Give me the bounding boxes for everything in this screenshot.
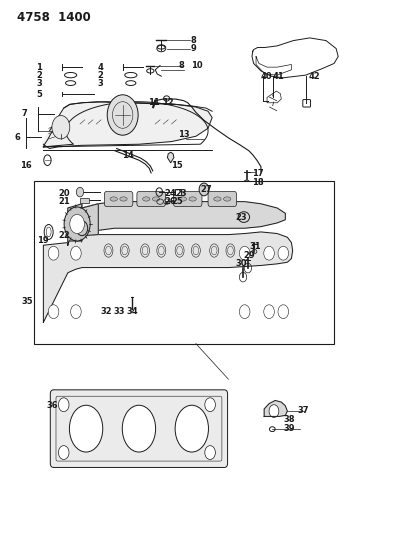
Ellipse shape xyxy=(238,212,250,222)
Text: 19: 19 xyxy=(37,237,49,246)
Circle shape xyxy=(58,446,69,459)
Circle shape xyxy=(205,398,215,411)
Text: 2: 2 xyxy=(36,70,42,79)
Text: 25: 25 xyxy=(171,197,183,206)
Text: 42: 42 xyxy=(309,71,321,80)
Ellipse shape xyxy=(179,197,186,201)
FancyBboxPatch shape xyxy=(104,191,133,206)
Text: 40: 40 xyxy=(261,71,273,80)
Text: 14: 14 xyxy=(122,151,133,160)
Text: 6: 6 xyxy=(15,133,21,142)
Circle shape xyxy=(199,183,209,196)
Polygon shape xyxy=(167,152,174,163)
Text: 9: 9 xyxy=(191,44,197,53)
Circle shape xyxy=(52,116,70,139)
Ellipse shape xyxy=(175,405,208,452)
Text: 8: 8 xyxy=(191,36,197,45)
Text: 39: 39 xyxy=(283,424,295,433)
Circle shape xyxy=(278,305,288,319)
FancyBboxPatch shape xyxy=(50,390,228,467)
Text: 2: 2 xyxy=(98,70,103,79)
Text: 10: 10 xyxy=(191,61,203,69)
Circle shape xyxy=(107,95,138,135)
Text: 22: 22 xyxy=(58,231,70,240)
Text: 26: 26 xyxy=(164,197,176,206)
Text: 23: 23 xyxy=(236,213,247,222)
Circle shape xyxy=(71,305,81,319)
Circle shape xyxy=(71,246,81,260)
Polygon shape xyxy=(43,102,212,149)
Text: 37: 37 xyxy=(297,406,309,415)
Circle shape xyxy=(278,246,288,260)
Circle shape xyxy=(269,405,279,417)
Text: 3: 3 xyxy=(36,78,42,87)
Text: 36: 36 xyxy=(46,401,58,410)
Bar xyxy=(34,181,334,344)
Text: 32: 32 xyxy=(100,306,112,316)
Text: 33: 33 xyxy=(114,306,125,316)
Circle shape xyxy=(205,446,215,459)
Text: 7: 7 xyxy=(22,109,28,118)
Ellipse shape xyxy=(110,197,118,201)
Text: 12: 12 xyxy=(162,98,174,107)
Text: 16: 16 xyxy=(20,161,32,170)
Text: 38: 38 xyxy=(283,415,295,424)
Text: 4: 4 xyxy=(98,63,103,71)
FancyBboxPatch shape xyxy=(137,191,165,206)
Bar xyxy=(175,189,181,195)
Polygon shape xyxy=(43,232,293,322)
Ellipse shape xyxy=(189,197,196,201)
Text: 1: 1 xyxy=(36,63,42,71)
Circle shape xyxy=(48,246,59,260)
Polygon shape xyxy=(264,400,287,416)
FancyBboxPatch shape xyxy=(173,191,202,206)
FancyBboxPatch shape xyxy=(208,191,237,206)
Text: 35: 35 xyxy=(21,297,33,306)
Text: 27: 27 xyxy=(201,185,213,195)
Text: 23: 23 xyxy=(175,189,187,198)
Text: 8: 8 xyxy=(179,61,184,69)
Ellipse shape xyxy=(122,405,155,452)
Text: 5: 5 xyxy=(36,90,42,99)
Text: 3: 3 xyxy=(98,78,103,87)
Text: 20: 20 xyxy=(58,189,70,198)
Ellipse shape xyxy=(69,405,103,452)
Ellipse shape xyxy=(120,197,127,201)
Text: 15: 15 xyxy=(171,161,182,170)
Polygon shape xyxy=(82,201,285,236)
Text: 4758  1400: 4758 1400 xyxy=(17,11,91,24)
Text: 21: 21 xyxy=(58,197,70,206)
Ellipse shape xyxy=(214,197,221,201)
Text: 29: 29 xyxy=(244,252,255,260)
FancyBboxPatch shape xyxy=(303,100,310,107)
Text: 18: 18 xyxy=(252,178,264,187)
Circle shape xyxy=(239,305,250,319)
Text: 13: 13 xyxy=(177,130,189,139)
Text: 11: 11 xyxy=(148,98,160,107)
Ellipse shape xyxy=(152,197,160,201)
Text: 41: 41 xyxy=(272,71,284,80)
Circle shape xyxy=(264,246,274,260)
Text: 30: 30 xyxy=(236,260,247,268)
Circle shape xyxy=(264,305,274,319)
Circle shape xyxy=(64,207,90,241)
Circle shape xyxy=(58,398,69,411)
Circle shape xyxy=(239,246,250,260)
Ellipse shape xyxy=(224,197,231,201)
Ellipse shape xyxy=(143,197,150,201)
Bar xyxy=(80,198,89,203)
Text: 24: 24 xyxy=(164,189,176,198)
Text: 34: 34 xyxy=(127,306,138,316)
Text: 17: 17 xyxy=(252,169,264,179)
Circle shape xyxy=(76,187,84,197)
Circle shape xyxy=(70,214,84,233)
Circle shape xyxy=(48,305,59,319)
Polygon shape xyxy=(68,204,98,245)
Text: 31: 31 xyxy=(250,243,261,252)
